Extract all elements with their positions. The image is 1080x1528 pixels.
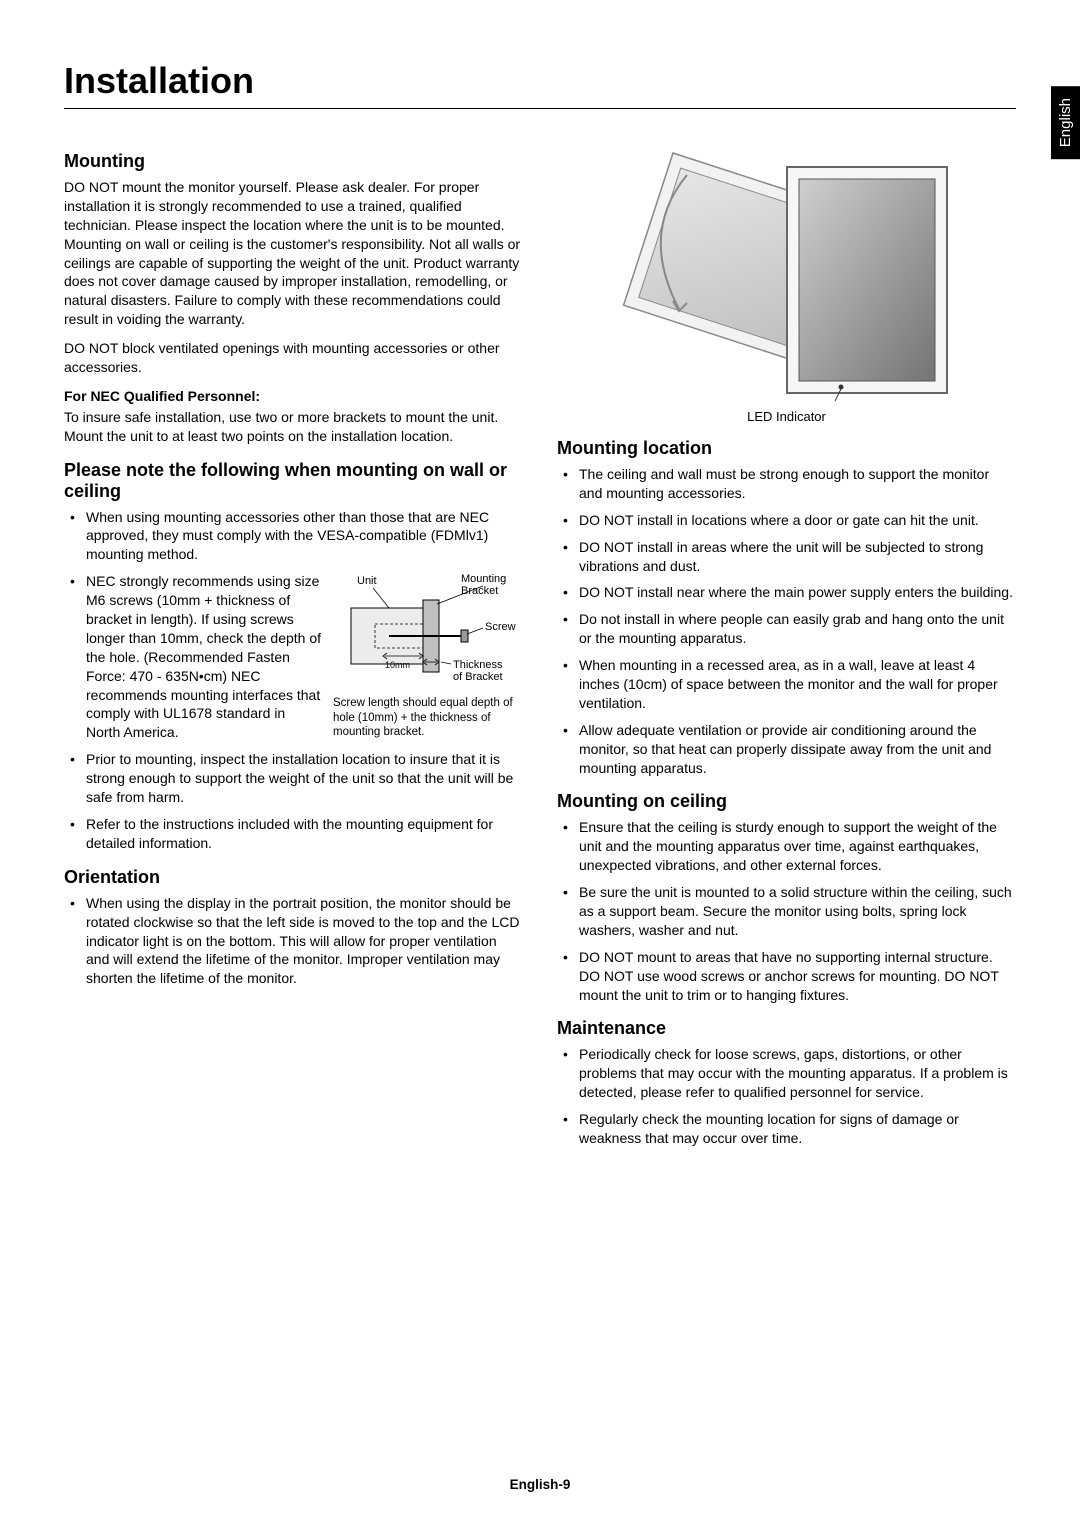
page-title: Installation — [64, 60, 1016, 102]
orientation-figure — [617, 137, 957, 407]
svg-text:Unit: Unit — [357, 575, 377, 587]
screw-text: NEC strongly recommends using size M6 sc… — [86, 572, 323, 742]
list-item: Refer to the instructions included with … — [64, 815, 523, 853]
list-item: DO NOT install near where the main power… — [557, 583, 1016, 602]
screw-caption: Screw length should equal depth of hole … — [333, 697, 513, 738]
mounting-paragraph-1: DO NOT mount the monitor yourself. Pleas… — [64, 178, 523, 329]
list-item: DO NOT install in areas where the unit w… — [557, 538, 1016, 576]
title-rule — [64, 108, 1016, 109]
page-content: Installation Mounting DO NOT mount the m… — [0, 0, 1080, 1206]
list-item: Prior to mounting, inspect the installat… — [64, 750, 523, 807]
note-list-1: When using mounting accessories other th… — [64, 508, 523, 853]
mounting-location-list: The ceiling and wall must be strong enou… — [557, 465, 1016, 777]
list-item: Periodically check for loose screws, gap… — [557, 1045, 1016, 1102]
left-column: Mounting DO NOT mount the monitor yourse… — [64, 137, 523, 1156]
svg-text:of Bracket: of Bracket — [453, 671, 503, 683]
two-column-layout: Mounting DO NOT mount the monitor yourse… — [64, 137, 1016, 1156]
list-item-screw: NEC strongly recommends using size M6 sc… — [64, 572, 523, 742]
maintenance-heading: Maintenance — [557, 1018, 1016, 1039]
note-heading: Please note the following when mounting … — [64, 460, 523, 502]
list-item: When using mounting accessories other th… — [64, 508, 523, 565]
list-item: DO NOT install in locations where a door… — [557, 511, 1016, 530]
svg-text:10mm: 10mm — [385, 660, 410, 670]
mounting-ceiling-list: Ensure that the ceiling is sturdy enough… — [557, 818, 1016, 1004]
list-item: DO NOT mount to areas that have no suppo… — [557, 948, 1016, 1005]
mounting-paragraph-2: DO NOT block ventilated openings with mo… — [64, 339, 523, 377]
svg-text:Thickness: Thickness — [453, 659, 503, 671]
list-item: Regularly check the mounting location fo… — [557, 1110, 1016, 1148]
list-item: When using the display in the portrait p… — [64, 894, 523, 988]
list-item: Allow adequate ventilation or provide ai… — [557, 721, 1016, 778]
list-item: The ceiling and wall must be strong enou… — [557, 465, 1016, 503]
nec-personnel-heading: For NEC Qualified Personnel: — [64, 388, 260, 404]
orientation-heading: Orientation — [64, 867, 523, 888]
mounting-location-heading: Mounting location — [557, 438, 1016, 459]
list-item: Do not install in where people can easil… — [557, 610, 1016, 648]
screw-figure: Unit Mounting Bracket Screw 10mm Thickne… — [333, 572, 523, 742]
list-item: Be sure the unit is mounted to a solid s… — [557, 883, 1016, 940]
maintenance-list: Periodically check for loose screws, gap… — [557, 1045, 1016, 1147]
list-item: When mounting in a recessed area, as in … — [557, 656, 1016, 713]
mounting-heading: Mounting — [64, 151, 523, 172]
list-item: Ensure that the ceiling is sturdy enough… — [557, 818, 1016, 875]
led-caption: LED Indicator — [557, 409, 1016, 424]
svg-text:Bracket: Bracket — [461, 585, 498, 597]
nec-personnel-text: To insure safe installation, use two or … — [64, 408, 523, 446]
mounting-ceiling-heading: Mounting on ceiling — [557, 791, 1016, 812]
page-footer: English-9 — [0, 1477, 1080, 1492]
svg-text:Mounting: Mounting — [461, 573, 506, 585]
svg-text:Screw: Screw — [485, 621, 516, 633]
right-column: LED Indicator Mounting location The ceil… — [557, 137, 1016, 1156]
orientation-list: When using the display in the portrait p… — [64, 894, 523, 988]
